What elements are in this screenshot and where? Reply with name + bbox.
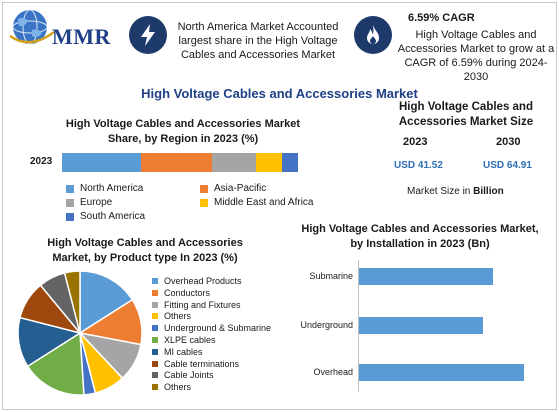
pie-legend-item: Underground & Submarine (152, 323, 271, 333)
legend-label: South America (80, 211, 146, 222)
legend-label: Others (164, 311, 192, 322)
market-size-value-2023: USD 41.52 (394, 160, 443, 171)
installation-bar-overhead (359, 364, 525, 381)
legend-swatch (152, 325, 158, 332)
legend-swatch (152, 384, 158, 391)
region-chart-title: High Voltage Cables and Accessories Mark… (65, 118, 301, 145)
legend-swatch (66, 184, 74, 193)
legend-label: Middle East and Africa (214, 197, 314, 208)
region-year-label: 2023 (30, 156, 53, 167)
pie-legend-item: Conductors (152, 288, 210, 298)
pie-legend-item: Overhead Products (152, 276, 242, 286)
legend-swatch (200, 184, 208, 193)
region-legend-item: South America (66, 211, 145, 222)
legend-swatch (152, 348, 158, 355)
legend-swatch (152, 337, 158, 343)
legend-swatch (66, 198, 74, 207)
pie-slice-9 (63, 270, 81, 334)
market-size-title: High Voltage Cables and Accessories Mark… (398, 101, 534, 128)
region-bar-segment-1 (141, 153, 212, 172)
legend-label: Fitting and Fixtures (164, 299, 241, 310)
product-chart-title: High Voltage Cables and Accessories Mark… (47, 237, 243, 264)
legend-label: Overhead Products (164, 276, 242, 286)
pie-legend-item: Cable terminations (152, 359, 239, 369)
region-legend-item: North America (66, 183, 143, 194)
installation-bar-label: Submarine (309, 271, 353, 281)
legend-label: MI cables (164, 346, 203, 357)
legend-label: North America (80, 183, 144, 194)
market-size-year-2030: 2030 (496, 136, 521, 148)
legend-swatch (152, 278, 158, 284)
legend-swatch (152, 360, 158, 367)
legend-swatch (152, 289, 158, 296)
globe-icon (9, 9, 55, 45)
region-bar-segment-4 (281, 153, 298, 172)
pie-slice-5 (26, 331, 85, 396)
legend-label: Underground & Submarine (164, 323, 272, 334)
legend-label: Cable terminations (164, 358, 240, 369)
pie-legend-item: Fitting and Fixtures (152, 300, 241, 310)
pie-legend-item: Others (152, 382, 191, 392)
pie-legend-item: Others (152, 311, 191, 321)
legend-label: Cable Joints (164, 370, 214, 381)
region-bar-segment-3 (255, 153, 282, 172)
cagr-description: High Voltage Cables and Accessories Mark… (397, 29, 555, 83)
fact-north-america: North America Market Accounted largest s… (177, 21, 339, 61)
region-legend-item: Europe (66, 197, 112, 208)
legend-swatch (152, 372, 158, 379)
installation-chart-title: High Voltage Cables and Accessories Mark… (301, 223, 539, 250)
legend-label: Europe (80, 197, 113, 208)
legend-label: Asia-Pacific (214, 183, 267, 194)
installation-bar-submarine (359, 268, 494, 285)
mmr-logo: MMR (8, 6, 120, 50)
legend-label: Others (164, 382, 192, 393)
installation-bar-label: Overhead (313, 367, 353, 377)
cagr-title: 6.59% CAGR (408, 12, 475, 24)
legend-swatch (66, 212, 74, 221)
pie-slice-0 (79, 270, 134, 335)
legend-label: Conductors (164, 287, 211, 298)
market-size-caption-unit: Billion (473, 186, 504, 197)
installation-bar-underground (359, 317, 483, 334)
flame-icon (354, 16, 392, 54)
pie-legend-item: XLPE cables (152, 335, 216, 345)
installation-axis (358, 260, 359, 392)
region-legend-item: Middle East and Africa (200, 197, 314, 208)
market-size-value-2030: USD 64.91 (483, 160, 532, 171)
region-bar-segment-0 (62, 153, 142, 172)
installation-bar-label: Underground (300, 320, 353, 330)
legend-swatch (152, 313, 158, 320)
lightning-bolt-icon (129, 16, 167, 54)
logo-text: MMR (52, 24, 111, 49)
market-size-caption-prefix: Market Size in (407, 186, 474, 197)
region-bar-segment-2 (211, 153, 256, 172)
product-pie-chart (17, 270, 143, 396)
legend-label: XLPE cables (164, 335, 216, 345)
legend-swatch (152, 301, 158, 308)
pie-legend-item: MI cables (152, 347, 203, 357)
main-title: High Voltage Cables and Accessories Mark… (141, 86, 418, 101)
pie-legend-item: Cable Joints (152, 370, 214, 380)
market-size-year-2023: 2023 (403, 136, 428, 148)
region-legend-item: Asia-Pacific (200, 183, 266, 194)
market-size-caption: Market Size in Billion (407, 186, 504, 197)
legend-swatch (200, 198, 208, 207)
